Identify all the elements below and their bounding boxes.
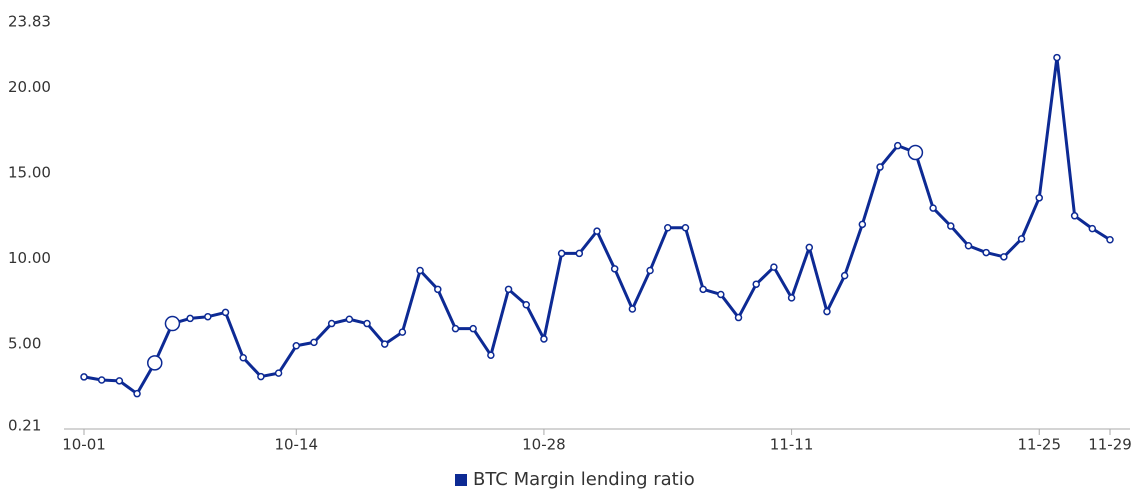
- point: [115, 377, 124, 385]
- point: [557, 249, 566, 258]
- x-tick-label: 10-28: [522, 436, 566, 454]
- point: [770, 263, 778, 271]
- legend-label: BTC Margin lending ratio: [473, 469, 695, 490]
- y-tick-label: 15.00: [8, 164, 51, 182]
- point: [274, 369, 283, 377]
- point: [893, 141, 902, 150]
- point: [186, 314, 194, 323]
- point: [540, 335, 548, 343]
- point: [504, 285, 513, 294]
- point: [239, 354, 247, 362]
- point: [363, 319, 371, 328]
- point: [717, 290, 725, 299]
- point: [823, 307, 831, 316]
- point: [699, 285, 707, 294]
- point: [487, 351, 495, 359]
- y-tick-label: 0.21: [8, 417, 41, 435]
- point: [257, 372, 265, 381]
- point: [734, 313, 743, 322]
- point: [964, 241, 973, 250]
- point: [876, 163, 884, 171]
- point: [1088, 224, 1097, 233]
- point: [522, 300, 530, 309]
- x-tick-label: 10-01: [62, 436, 106, 454]
- point: [1070, 212, 1079, 220]
- y-tick-label: 10.00: [8, 249, 51, 267]
- point: [787, 294, 796, 302]
- point: [327, 319, 336, 328]
- point: [147, 355, 163, 371]
- point: [97, 376, 106, 384]
- point: [664, 224, 672, 232]
- point: [858, 220, 867, 229]
- line: [83, 56, 1111, 396]
- point: [752, 280, 760, 288]
- point: [1035, 194, 1043, 202]
- point: [221, 308, 230, 317]
- point: [982, 248, 990, 257]
- point: [133, 389, 141, 398]
- point: [575, 249, 584, 258]
- point: [292, 342, 301, 350]
- x-tick-label: 11-29: [1088, 436, 1132, 454]
- point: [310, 338, 318, 347]
- point: [345, 315, 354, 324]
- x-tick-label: 10-14: [274, 436, 318, 454]
- legend-swatch: [455, 474, 467, 486]
- point: [681, 224, 690, 232]
- point: [204, 312, 212, 321]
- y-tick-label: 5.00: [8, 335, 41, 353]
- point: [469, 324, 477, 333]
- point: [840, 271, 849, 280]
- point: [947, 222, 955, 230]
- point: [1017, 235, 1026, 243]
- x-tick-label: 11-11: [770, 436, 814, 454]
- point: [593, 227, 601, 235]
- point: [380, 340, 389, 348]
- point: [1000, 253, 1008, 261]
- point: [610, 265, 619, 273]
- point: [434, 285, 442, 294]
- point: [628, 305, 637, 313]
- point: [1053, 53, 1061, 62]
- point: [416, 266, 424, 275]
- point: [164, 315, 181, 332]
- y-tick-label: 20.00: [8, 78, 51, 96]
- x-tick-label: 11-25: [1017, 436, 1061, 454]
- point: [398, 328, 407, 336]
- point: [907, 144, 924, 161]
- point: [929, 204, 937, 212]
- point: [646, 266, 654, 275]
- point: [1106, 235, 1114, 244]
- point: [805, 243, 814, 252]
- point: [451, 324, 460, 333]
- y-tick-label: 23.83: [8, 13, 51, 31]
- point: [80, 373, 88, 381]
